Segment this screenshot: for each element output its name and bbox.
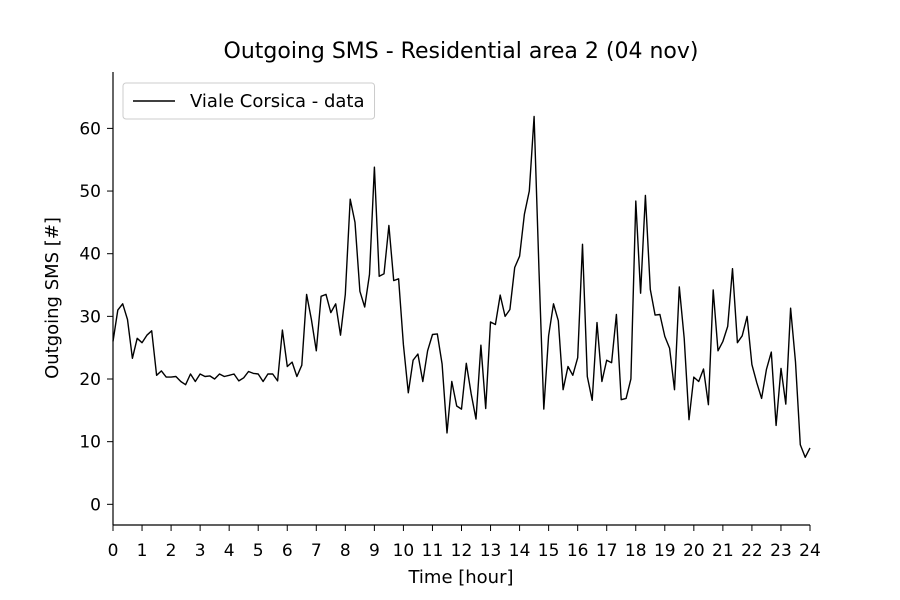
x-tick-label: 23: [770, 541, 792, 561]
legend: Viale Corsica - data: [122, 82, 376, 120]
x-tick-label: 16: [567, 541, 589, 561]
x-tick-label: 18: [625, 541, 647, 561]
x-tick-label: 19: [654, 541, 676, 561]
x-tick-label: 22: [741, 541, 763, 561]
y-tick-label: 40: [79, 245, 101, 265]
x-tick-label: 12: [451, 541, 473, 561]
x-tick-label: 24: [799, 541, 821, 561]
x-axis-label: Time [hour]: [407, 567, 513, 588]
x-tick-label: 4: [224, 541, 235, 561]
series-line: [112, 115, 811, 458]
x-tick-label: 7: [311, 541, 322, 561]
y-tick-label: 60: [79, 119, 101, 139]
legend-label: Viale Corsica - data: [190, 91, 365, 112]
y-axis-label: Outgoing SMS [#]: [42, 217, 63, 379]
y-tick-label: 20: [79, 370, 101, 390]
chart-title: Outgoing SMS - Residential area 2 (04 no…: [224, 39, 699, 64]
x-tick-label: 20: [683, 541, 705, 561]
x-tick-label: 8: [340, 541, 351, 561]
y-tick-label: 10: [79, 433, 101, 453]
x-tick-label: 13: [480, 541, 502, 561]
x-tick-label: 5: [253, 541, 264, 561]
x-tick-label: 6: [282, 541, 293, 561]
x-tick-label: 2: [166, 541, 177, 561]
x-tick-label: 1: [137, 541, 148, 561]
x-tick-label: 15: [538, 541, 560, 561]
x-tick-label: 11: [422, 541, 444, 561]
x-tick-label: 3: [195, 541, 206, 561]
legend-box: [122, 82, 376, 120]
axis-ticks: 0 1 2 3 4 5 6 7 8 9 10 11 12 13 14 15 16 17 18 19 20 21 22 23 24…: [79, 119, 820, 561]
x-tick-label: 0: [108, 541, 119, 561]
y-tick-label: 0: [90, 495, 101, 515]
x-tick-label: 21: [712, 541, 734, 561]
x-tick-label: 9: [369, 541, 380, 561]
series-lines: [112, 115, 811, 458]
y-tick-label: 30: [79, 307, 101, 327]
axes: [112, 72, 810, 526]
x-tick-label: 10: [393, 541, 415, 561]
x-tick-label: 17: [596, 541, 618, 561]
x-tick-label: 14: [509, 541, 531, 561]
y-tick-label: 50: [79, 182, 101, 202]
